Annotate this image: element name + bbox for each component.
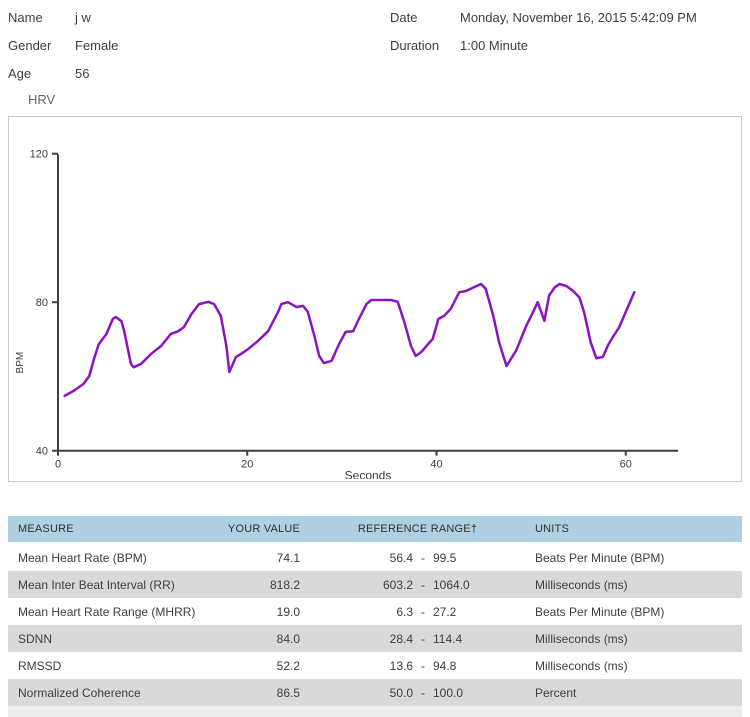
cell-your-value: 52.2: [276, 658, 300, 673]
reference-high: 94.8: [433, 658, 457, 673]
header-reference-range: REFERENCE RANGE†: [357, 523, 478, 535]
table-body: Mean Heart Rate (BPM) 74.1 56.4 - 99.5 B…: [8, 544, 742, 706]
cell-reference-range: 28.4 - 114.4: [300, 632, 535, 646]
reference-dash: -: [421, 550, 425, 565]
hrv-chart-panel: 40 80 120 0 20 40 60 Seconds BPM: [8, 116, 742, 482]
table-header-row: MEASURE YOUR VALUE REFERENCE RANGE† UNIT…: [8, 516, 742, 544]
cell-your-value: 818.2: [269, 577, 300, 592]
reference-dash: -: [421, 685, 425, 700]
info-field: Gender Female: [8, 36, 118, 55]
reference-high: 114.4: [433, 631, 463, 646]
reference-low: 6.3: [396, 604, 413, 619]
cell-reference-range: 50.0 - 100.0: [300, 686, 535, 700]
cell-units: Beats Per Minute (BPM): [535, 550, 665, 565]
svg-text:60: 60: [620, 459, 632, 471]
cell-units: Beats Per Minute (BPM): [535, 604, 665, 619]
patient-info-left: Name j w Gender Female Age 56: [8, 8, 118, 92]
reference-high: 99.5: [433, 550, 457, 565]
info-field-value: 56: [75, 66, 90, 81]
cell-measure: Mean Heart Rate Range (MHRR): [18, 604, 196, 619]
info-field: Age 56: [8, 64, 118, 83]
info-field: Date Monday, November 16, 2015 5:42:09 P…: [390, 8, 697, 27]
svg-text:40: 40: [430, 459, 442, 471]
cell-measure: SDNN: [18, 631, 53, 646]
reference-dash: -: [421, 658, 425, 673]
table-row: Mean Heart Rate (BPM) 74.1 56.4 - 99.5 B…: [8, 544, 742, 571]
table-row: Normalized Coherence 86.5 50.0 - 100.0 P…: [8, 679, 742, 706]
cell-your-value: 74.1: [276, 550, 300, 565]
measures-table: MEASURE YOUR VALUE REFERENCE RANGE† UNIT…: [8, 516, 742, 717]
cell-your-value: 19.0: [276, 604, 300, 619]
x-axis-title: Seconds: [345, 469, 392, 479]
header-units: UNITS: [535, 523, 569, 535]
cell-reference-range: 603.2 - 1064.0: [300, 578, 535, 592]
reference-dash: -: [421, 604, 425, 619]
cell-your-value: 86.5: [276, 685, 300, 700]
info-field-label: Date: [390, 10, 418, 25]
info-field: Duration 1:00 Minute: [390, 36, 697, 55]
info-field-value: Monday, November 16, 2015 5:42:09 PM: [460, 10, 697, 25]
reference-low: 56.4: [389, 550, 413, 565]
cell-measure: RMSSD: [18, 658, 62, 673]
reference-high: 27.2: [433, 604, 457, 619]
table-row: SDNN 84.0 28.4 - 114.4 Milliseconds (ms): [8, 625, 742, 652]
cell-reference-range: 6.3 - 27.2: [300, 605, 535, 619]
hrv-data-line: [63, 282, 636, 398]
info-field-label: Name: [8, 10, 43, 25]
hrv-chart-svg: 40 80 120 0 20 40 60 Seconds BPM: [15, 149, 678, 479]
table-footer-strip: [8, 706, 742, 717]
svg-text:120: 120: [30, 149, 48, 161]
table-row: Mean Heart Rate Range (MHRR) 19.0 6.3 - …: [8, 598, 742, 625]
cell-measure: Mean Heart Rate (BPM): [18, 550, 147, 565]
header-your-value: YOUR VALUE: [227, 523, 300, 535]
cell-your-value: 84.0: [276, 631, 300, 646]
info-field-value: j w: [75, 10, 91, 25]
cell-reference-range: 13.6 - 94.8: [300, 659, 535, 673]
patient-info-right: Date Monday, November 16, 2015 5:42:09 P…: [390, 8, 697, 64]
reference-low: 13.6: [389, 658, 413, 673]
cell-units: Milliseconds (ms): [535, 577, 628, 592]
cell-units: Milliseconds (ms): [535, 658, 628, 673]
svg-text:80: 80: [36, 297, 48, 309]
y-axis-title: BPM: [15, 352, 26, 374]
cell-measure: Mean Inter Beat Interval (RR): [18, 577, 175, 592]
reference-low: 50.0: [389, 685, 413, 700]
table-row: RMSSD 52.2 13.6 - 94.8 Milliseconds (ms): [8, 652, 742, 679]
info-field: Name j w: [8, 8, 118, 27]
reference-high: 100.0: [433, 685, 464, 700]
cell-units: Milliseconds (ms): [535, 631, 628, 646]
cell-reference-range: 56.4 - 99.5: [300, 551, 535, 565]
reference-high: 1064.0: [433, 577, 470, 592]
info-field-value: 1:00 Minute: [460, 38, 528, 53]
svg-text:0: 0: [55, 459, 61, 471]
table-row: Mean Inter Beat Interval (RR) 818.2 603.…: [8, 571, 742, 598]
reference-dash: -: [421, 577, 425, 592]
info-field-value: Female: [75, 38, 119, 53]
cell-units: Percent: [535, 685, 577, 700]
svg-text:20: 20: [241, 459, 253, 471]
info-field-label: Gender: [8, 38, 52, 53]
reference-low: 28.4: [389, 631, 413, 646]
section-title-hrv: HRV: [28, 92, 56, 107]
reference-dash: -: [421, 631, 425, 646]
header-measure: MEASURE: [18, 523, 74, 535]
info-field-label: Age: [8, 66, 32, 81]
cell-measure: Normalized Coherence: [18, 685, 141, 700]
reference-low: 603.2: [382, 577, 413, 592]
svg-text:40: 40: [36, 446, 48, 458]
info-field-label: Duration: [390, 38, 440, 53]
